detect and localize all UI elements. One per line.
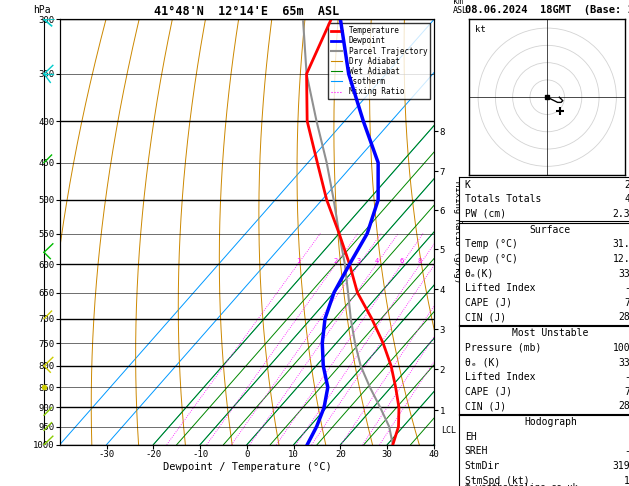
- Text: StmSpd (kt): StmSpd (kt): [465, 476, 529, 486]
- Text: Lifted Index: Lifted Index: [465, 372, 535, 382]
- Text: Lifted Index: Lifted Index: [465, 283, 535, 293]
- Text: 21: 21: [625, 180, 629, 190]
- Title: 41°48'N  12°14'E  65m  ASL: 41°48'N 12°14'E 65m ASL: [154, 5, 340, 18]
- Text: LCL: LCL: [442, 426, 457, 435]
- Text: 331: 331: [618, 358, 629, 367]
- Text: -1: -1: [625, 372, 629, 382]
- Text: K: K: [465, 180, 470, 190]
- Text: CIN (J): CIN (J): [465, 312, 506, 322]
- Text: Temp (°C): Temp (°C): [465, 240, 518, 249]
- Legend: Temperature, Dewpoint, Parcel Trajectory, Dry Adiabat, Wet Adiabat, Isotherm, Mi: Temperature, Dewpoint, Parcel Trajectory…: [328, 23, 430, 99]
- Text: 319°: 319°: [613, 461, 629, 471]
- Text: Totals Totals: Totals Totals: [465, 194, 541, 204]
- Text: Surface: Surface: [530, 225, 571, 235]
- Text: 6: 6: [399, 258, 404, 264]
- Text: PW (cm): PW (cm): [465, 209, 506, 219]
- Text: Dewp (°C): Dewp (°C): [465, 254, 518, 264]
- Text: kt: kt: [475, 24, 486, 34]
- Text: CAPE (J): CAPE (J): [465, 387, 511, 397]
- Text: 71: 71: [625, 387, 629, 397]
- Text: Hodograph: Hodograph: [524, 417, 577, 427]
- Text: 284: 284: [618, 312, 629, 322]
- Text: Pressure (mb): Pressure (mb): [465, 343, 541, 353]
- Text: EH: EH: [465, 432, 476, 442]
- Text: 11: 11: [625, 476, 629, 486]
- Text: CIN (J): CIN (J): [465, 401, 506, 411]
- Text: StmDir: StmDir: [465, 461, 500, 471]
- Text: 284: 284: [618, 401, 629, 411]
- Text: 12.9: 12.9: [613, 254, 629, 264]
- Text: 4: 4: [374, 258, 379, 264]
- Text: CAPE (J): CAPE (J): [465, 298, 511, 308]
- Text: -1: -1: [625, 283, 629, 293]
- Text: SREH: SREH: [465, 447, 488, 456]
- Text: Most Unstable: Most Unstable: [512, 329, 589, 338]
- Text: 08.06.2024  18GMT  (Base: 12): 08.06.2024 18GMT (Base: 12): [465, 4, 629, 15]
- Text: θₑ (K): θₑ (K): [465, 358, 500, 367]
- Text: 1: 1: [296, 258, 300, 264]
- Text: km
ASL: km ASL: [453, 0, 468, 15]
- Text: 8: 8: [418, 258, 422, 264]
- Text: 2: 2: [333, 258, 338, 264]
- Text: 2.31: 2.31: [613, 209, 629, 219]
- Text: hPa: hPa: [33, 5, 51, 15]
- Text: -6: -6: [625, 447, 629, 456]
- Text: 1006: 1006: [613, 343, 629, 353]
- Text: 3: 3: [357, 258, 361, 264]
- Text: 331: 331: [618, 269, 629, 278]
- Text: 46: 46: [625, 194, 629, 204]
- Text: 31.2: 31.2: [613, 240, 629, 249]
- Text: 71: 71: [625, 298, 629, 308]
- Text: © weatheronline.co.uk: © weatheronline.co.uk: [465, 484, 578, 486]
- Y-axis label: Mixing Ratio (g/kg): Mixing Ratio (g/kg): [453, 181, 462, 283]
- X-axis label: Dewpoint / Temperature (°C): Dewpoint / Temperature (°C): [162, 462, 331, 472]
- Text: θₑ(K): θₑ(K): [465, 269, 494, 278]
